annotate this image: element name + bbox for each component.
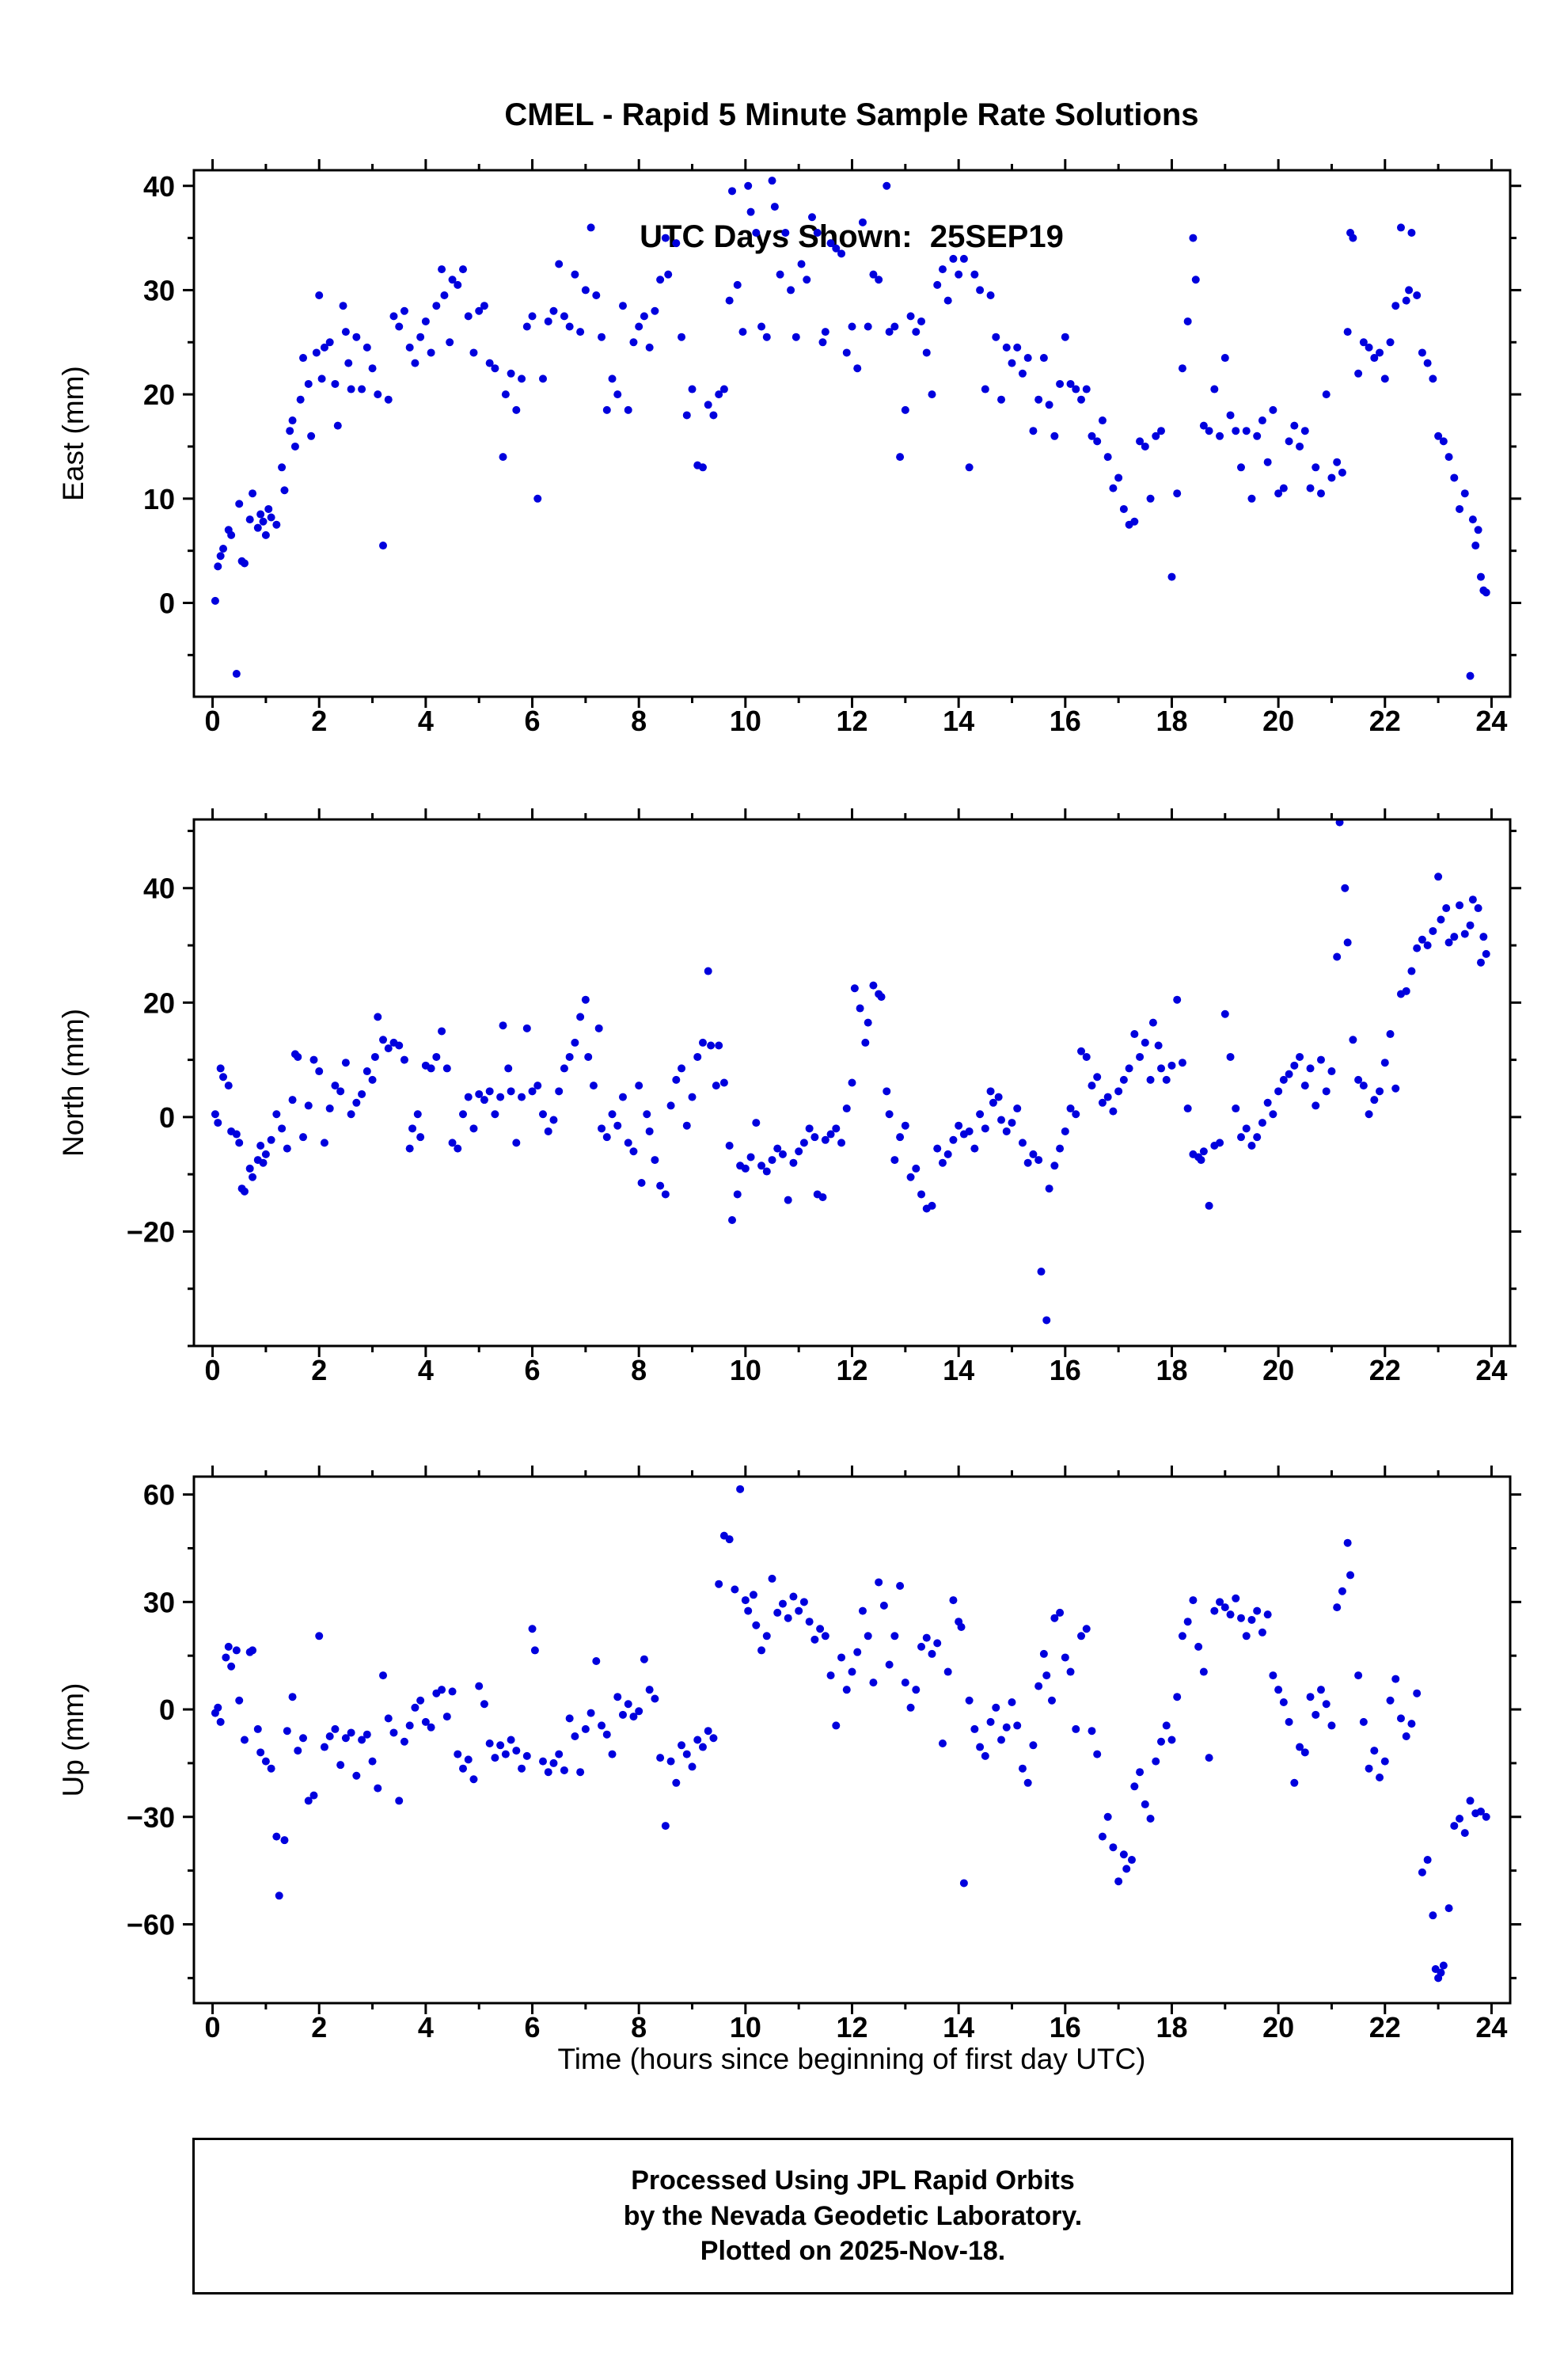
svg-text:−60: −60 [127,1908,175,1941]
svg-text:10: 10 [730,2011,761,2044]
scatter-points [211,1485,1490,1983]
svg-text:6: 6 [525,705,541,737]
svg-text:60: 60 [143,1479,175,1511]
svg-text:0: 0 [205,705,221,737]
svg-text:18: 18 [1156,1354,1187,1386]
svg-text:12: 12 [836,2011,867,2044]
svg-text:4: 4 [418,2011,434,2044]
svg-text:22: 22 [1369,705,1401,737]
svg-text:0: 0 [205,1354,221,1386]
svg-text:10: 10 [730,1354,761,1386]
svg-text:0: 0 [159,1694,175,1726]
svg-text:20: 20 [143,987,175,1019]
chart-title: CMEL - Rapid 5 Minute Sample Rate Soluti… [139,14,1564,339]
svg-text:14: 14 [943,705,974,737]
svg-text:30: 30 [143,274,175,306]
svg-text:30: 30 [143,1586,175,1618]
svg-text:2: 2 [311,2011,327,2044]
chart-title-line1: CMEL - Rapid 5 Minute Sample Rate Soluti… [504,97,1199,133]
svg-text:−20: −20 [127,1215,175,1248]
plot-frame [192,169,1512,698]
svg-text:22: 22 [1369,2011,1401,2044]
svg-text:16: 16 [1050,1354,1081,1386]
svg-text:2: 2 [311,705,327,737]
x-axis-title: Time (hours since beginning of first day… [557,2043,1146,2075]
footer-line3: Plotted on 2025-Nov-18. [700,2236,1006,2267]
svg-text:14: 14 [943,1354,974,1386]
y-axis-title: Up (mm) [57,1683,89,1797]
svg-text:6: 6 [525,2011,541,2044]
svg-text:4: 4 [418,1354,434,1386]
svg-text:16: 16 [1050,705,1081,737]
svg-text:2: 2 [311,1354,327,1386]
svg-text:0: 0 [159,1101,175,1134]
svg-text:10: 10 [143,483,175,515]
svg-text:24: 24 [1475,2011,1507,2044]
svg-text:8: 8 [631,705,647,737]
svg-text:40: 40 [143,873,175,905]
footer-box: Processed Using JPL Rapid Orbits by the … [192,2138,1513,2294]
svg-text:−30: −30 [127,1801,175,1834]
svg-text:20: 20 [1262,1354,1294,1386]
svg-text:22: 22 [1369,1354,1401,1386]
plot-frame [192,1475,1512,2005]
svg-text:0: 0 [205,2011,221,2044]
svg-text:12: 12 [836,1354,867,1386]
scatter-points [211,818,1490,1325]
y-axis-title: East (mm) [57,366,89,501]
svg-text:18: 18 [1156,2011,1187,2044]
y-axis-title: North (mm) [57,1009,89,1157]
scatter-points [211,177,1490,680]
footer-line1: Processed Using JPL Rapid Orbits [631,2165,1075,2196]
footer-line2: by the Nevada Geodetic Laboratory. [623,2200,1083,2231]
svg-text:18: 18 [1156,705,1187,737]
svg-text:40: 40 [143,170,175,203]
svg-text:14: 14 [943,2011,974,2044]
svg-text:20: 20 [1262,705,1294,737]
svg-text:20: 20 [143,378,175,411]
svg-text:0: 0 [159,587,175,619]
svg-text:24: 24 [1475,1354,1507,1386]
svg-text:4: 4 [418,705,434,737]
svg-text:12: 12 [836,705,867,737]
svg-text:8: 8 [631,1354,647,1386]
svg-text:20: 20 [1262,2011,1294,2044]
plot-frame [192,818,1512,1348]
svg-text:24: 24 [1475,705,1507,737]
svg-text:10: 10 [730,705,761,737]
svg-text:16: 16 [1050,2011,1081,2044]
chart-title-line2: UTC Days Shown: 25SEP19 [640,219,1064,254]
svg-text:8: 8 [631,2011,647,2044]
svg-text:6: 6 [525,1354,541,1386]
